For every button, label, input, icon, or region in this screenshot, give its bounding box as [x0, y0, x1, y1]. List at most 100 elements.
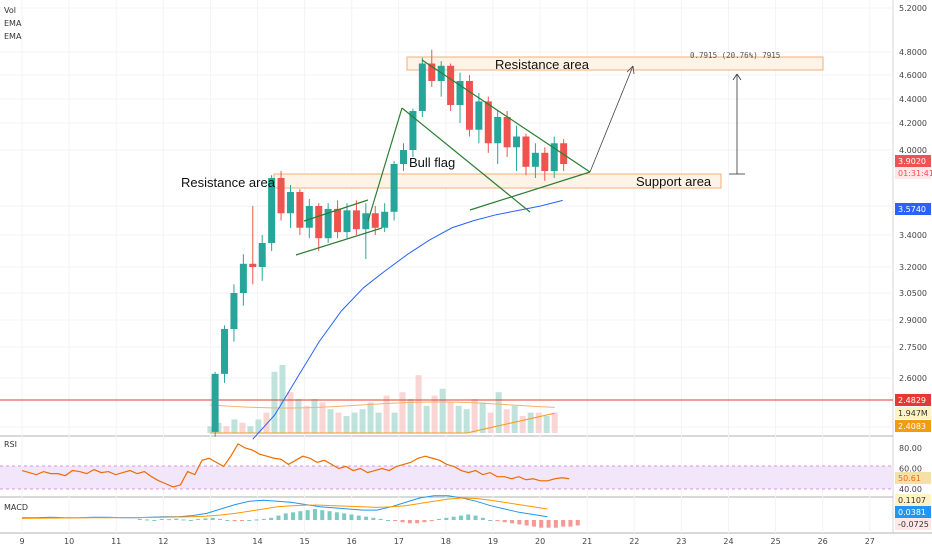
y-tick-label: 4.8000 — [899, 48, 927, 57]
volume-ema-line-2 — [210, 412, 555, 434]
macd-histogram-bar — [305, 510, 310, 520]
macd-histogram-bar — [510, 520, 515, 524]
countdown-tag: 01:31:41 — [898, 169, 932, 178]
candle-body — [513, 136, 521, 148]
x-tick-label: 19 — [488, 537, 498, 546]
rsi-value-tag-bg — [895, 472, 931, 484]
macd-histogram-bar — [298, 511, 303, 520]
legend-vol: Vol — [4, 6, 16, 15]
macd-histogram-bar — [524, 520, 529, 526]
last-price-tag: 3.9020 — [898, 157, 926, 166]
macd-histogram-bar — [378, 518, 383, 520]
rsi-tick-label: 80.00 — [899, 444, 922, 453]
macd-signal-line — [21, 497, 548, 519]
rsi-tick-label: 60.00 — [899, 465, 922, 474]
volume-bar — [223, 426, 230, 433]
candle-body — [239, 263, 247, 293]
volume-ema-tag: 2.4083 — [898, 422, 926, 431]
macd-histogram-bar — [225, 520, 230, 521]
rsi-band — [0, 466, 893, 489]
macd-histogram-bar — [531, 520, 536, 527]
hline-price-tag-bg — [895, 394, 931, 406]
volume-bar — [311, 399, 318, 433]
volume-bar — [471, 399, 478, 433]
macd-histogram-bar — [437, 518, 442, 520]
volume-bar — [431, 395, 438, 433]
volume-bar — [375, 412, 382, 433]
candle-body — [494, 117, 502, 144]
macd-histogram-bar — [181, 519, 186, 521]
ema-price-tag-bg — [895, 203, 931, 215]
candle-body — [268, 178, 276, 243]
macd-value-tag-3-bg — [895, 518, 931, 530]
candle-body — [475, 101, 483, 130]
volume-bar — [343, 416, 350, 433]
resistance-top-box — [406, 56, 824, 71]
volume-bar — [495, 392, 502, 433]
y-tick-label: 5.2000 — [899, 4, 927, 13]
x-tick-label: 10 — [64, 537, 74, 546]
flag-diagonal-line — [401, 107, 531, 213]
macd-histogram-bar — [312, 509, 317, 520]
macd-histogram-bar — [393, 520, 398, 522]
volume-bar — [399, 392, 406, 433]
volume-bar — [447, 402, 454, 433]
legend-ema-2: EMA — [4, 32, 22, 41]
volume-ema-tag-bg — [895, 420, 931, 432]
hline-price-tag: 2.4829 — [898, 396, 926, 405]
y-tick-label: 4.4000 — [899, 95, 927, 104]
candle-body — [315, 206, 323, 239]
macd-histogram-bar — [159, 518, 164, 520]
candle-body — [277, 178, 285, 214]
macd-histogram-bar — [210, 517, 215, 520]
annotation-resistance-top: Resistance area — [495, 57, 590, 72]
macd-histogram-bar — [458, 515, 463, 520]
volume-bar — [295, 399, 302, 433]
x-tick-label: 13 — [205, 537, 215, 546]
volume-bar — [359, 409, 366, 433]
candle-body — [343, 210, 351, 233]
volume-bar — [543, 416, 550, 433]
candle-body — [484, 101, 492, 144]
macd-histogram-bar — [561, 520, 566, 527]
volume-bar — [479, 402, 486, 433]
volume-bar — [231, 419, 238, 433]
macd-value-tag-1-bg — [895, 494, 931, 506]
macd-label: MACD — [4, 503, 28, 512]
x-tick-label: 18 — [441, 537, 451, 546]
x-tick-label: 24 — [723, 537, 733, 546]
projection-arrowhead — [626, 65, 635, 75]
candle-body — [550, 143, 558, 171]
candle-body — [296, 192, 304, 228]
macd-histogram-bar — [407, 520, 412, 524]
volume-bar — [415, 375, 422, 433]
macd-histogram-bar — [400, 520, 405, 523]
volume-bar — [279, 365, 286, 433]
x-tick-label: 23 — [676, 537, 686, 546]
macd-histogram-bar — [261, 518, 266, 520]
macd-histogram-bar — [137, 518, 142, 520]
macd-histogram-bar — [502, 520, 507, 523]
y-tick-label: 4.0000 — [899, 146, 927, 155]
macd-value-tag-2-bg — [895, 506, 931, 518]
x-tick-label: 26 — [818, 537, 828, 546]
candle-body — [541, 152, 549, 171]
macd-histogram-bar — [327, 511, 332, 520]
annotation-support: Support area — [636, 174, 712, 189]
macd-histogram-bar — [480, 517, 485, 520]
volume-bar — [439, 388, 446, 433]
measure-arrowhead — [732, 73, 742, 81]
flagpole-line — [367, 107, 403, 222]
volume-bar — [335, 412, 342, 433]
macd-histogram-bar — [203, 518, 208, 520]
volume-bar — [455, 405, 462, 433]
y-tick-label: 2.6000 — [899, 374, 927, 383]
candle-body — [230, 293, 238, 329]
macd-histogram-bar — [334, 512, 339, 520]
x-tick-label: 9 — [19, 537, 24, 546]
y-tick-label: 4.2000 — [899, 119, 927, 128]
volume-bar — [247, 426, 254, 433]
macd-histogram-bar — [517, 520, 522, 525]
volume-bar — [423, 405, 430, 433]
measure-label: 0.7915 (20.76%) 7915 — [690, 51, 780, 60]
